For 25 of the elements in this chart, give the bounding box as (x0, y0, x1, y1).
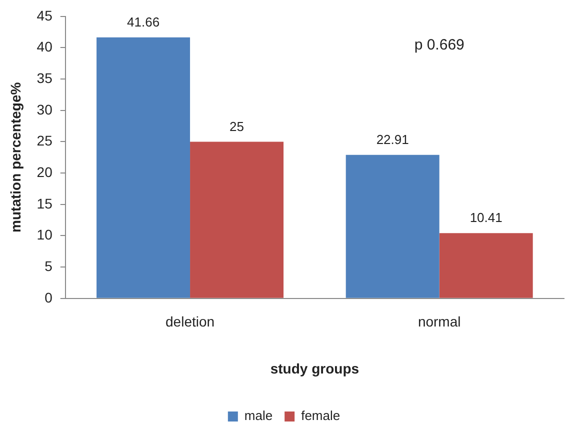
y-axis-title: mutation percentege% (7, 82, 24, 232)
x-axis-title: study groups (270, 360, 360, 376)
y-tick-label: 35 (36, 70, 53, 86)
data-label: 22.91 (376, 132, 409, 147)
bar (190, 142, 284, 298)
data-label: 25 (230, 118, 244, 134)
y-tick-label: 10 (36, 226, 53, 243)
bar (346, 154, 440, 298)
y-tick-label: 45 (36, 7, 53, 24)
y-tick-label: 40 (36, 38, 53, 55)
y-tick-label: 25 (36, 132, 53, 149)
y-tick-label: 5 (44, 258, 53, 274)
legend-label: male (244, 408, 273, 424)
data-label: 10.41 (470, 210, 502, 226)
legend-label: female (301, 408, 340, 424)
y-tick-label: 15 (36, 195, 53, 212)
y-tick-label: 0 (44, 289, 53, 306)
y-tick-label: 20 (36, 164, 53, 180)
bar (439, 233, 533, 298)
x-tick-label: normal (418, 314, 461, 330)
y-tick-label: 30 (36, 101, 53, 118)
bar (96, 37, 190, 298)
x-tick-label: deletion (166, 314, 215, 330)
data-label: 41.66 (127, 14, 160, 30)
annotation: p 0.669 (414, 36, 464, 54)
